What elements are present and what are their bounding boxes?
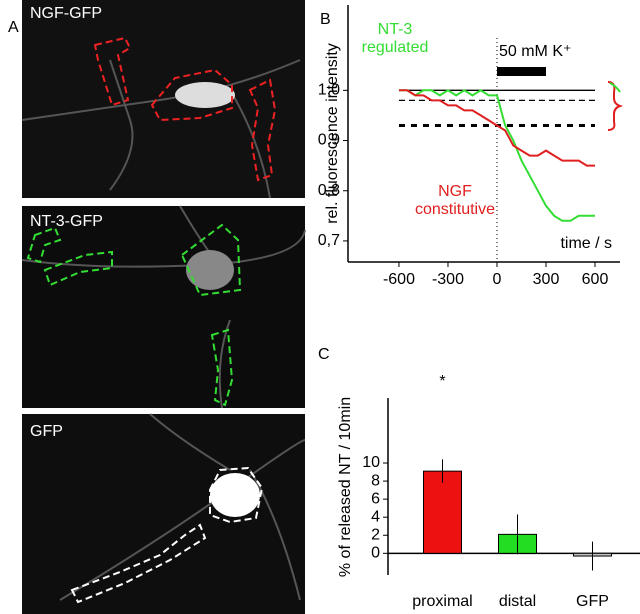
series-line (399, 89, 595, 167)
panel-label: C (318, 346, 330, 363)
stimulus-label: 50 mM K⁺ (499, 43, 571, 60)
soma (175, 82, 235, 108)
series-label: regulated (362, 39, 429, 56)
panel-label: B (320, 11, 331, 28)
y-tick-label: 0,8 (318, 182, 340, 199)
y-tick-label: 1,0 (318, 82, 340, 99)
stimulus-bar (496, 67, 546, 76)
x-tick-label: distal (499, 593, 536, 610)
x-tick-label: 300 (533, 271, 560, 288)
image-nt3 (22, 206, 305, 408)
micrographs (21, 0, 306, 614)
x-tick-label: proximal (412, 593, 472, 610)
series-label: NT-3 (378, 21, 413, 38)
image-label: NGF-GFP (30, 5, 102, 22)
y-axis-label: rel. fluorescence intensity (324, 43, 341, 224)
y-tick-label: 0,7 (318, 232, 340, 249)
bar (423, 470, 462, 554)
x-tick-label: -300 (432, 271, 464, 288)
y-tick-label: 8 (371, 472, 380, 489)
panel-label: A (8, 19, 19, 36)
image-label: GFP (30, 423, 63, 440)
x-tick-label: GFP (576, 593, 609, 610)
image-label: NT-3-GFP (30, 213, 103, 230)
y-tick-label: 2 (371, 526, 380, 543)
series-line (399, 89, 595, 222)
x-tick-label: -600 (383, 271, 415, 288)
significance: * (439, 373, 445, 390)
y-tick-label: 0 (371, 545, 380, 562)
y-tick-label: 10 (362, 454, 380, 471)
y-tick-label: 6 (371, 490, 380, 507)
series-label: constitutive (415, 201, 495, 218)
soma (186, 250, 234, 290)
roi-outlines (26, 36, 277, 604)
brace (609, 82, 621, 93)
image-gfp (22, 414, 305, 614)
series-label: NGF (438, 183, 472, 200)
y-tick-label: 0,9 (318, 132, 340, 149)
soma (210, 473, 260, 517)
x-tick-label: 0 (493, 271, 502, 288)
brace (607, 81, 624, 131)
y-tick-label: 4 (371, 508, 380, 525)
x-tick-label: 600 (582, 271, 609, 288)
y-axis-label: % of released NT / 10min (337, 397, 354, 577)
x-axis-label: time / s (560, 235, 612, 252)
